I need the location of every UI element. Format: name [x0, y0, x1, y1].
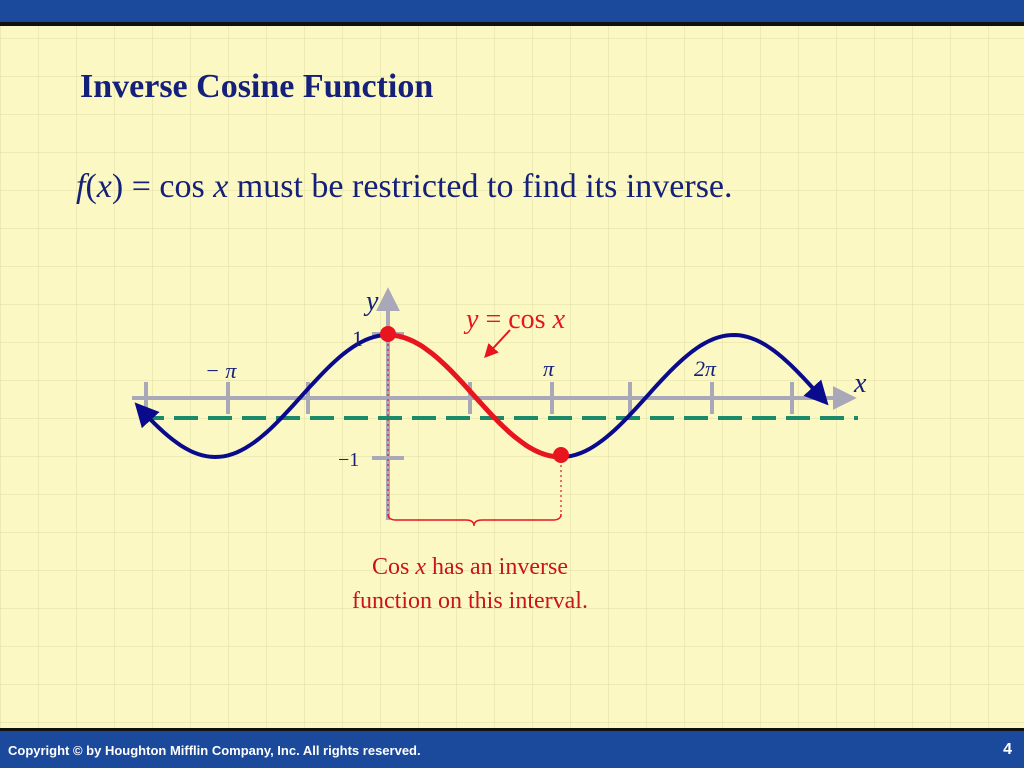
curve-label-x: x [552, 304, 566, 335]
tick-label-pi: π [543, 356, 555, 381]
subtitle-eq: ) = cos [111, 168, 214, 205]
interval-note: Cos x has an inverse function on this in… [300, 550, 640, 618]
page-number: 4 [1003, 741, 1012, 758]
y-axis-label: y [363, 286, 379, 317]
interval-brace [387, 513, 562, 527]
curve-label-eq: = cos [478, 304, 552, 335]
note-x: x [415, 554, 427, 580]
tick-label-neg-pi: − π [205, 358, 237, 383]
slide-subtitle: f(x) = cos x must be restricted to find … [76, 168, 733, 205]
note-line-1: Cos x has an inverse [300, 550, 640, 584]
tick-label-2pi: 2π [694, 356, 717, 381]
restricted-segment [387, 332, 561, 460]
note-pre: Cos [372, 554, 416, 580]
subtitle-f: f [76, 168, 86, 205]
curve-label-y: y [463, 304, 479, 335]
note-line-2: function on this interval. [352, 588, 588, 614]
curve-label: y = cos x [463, 304, 566, 335]
slide-title: Inverse Cosine Function [80, 68, 434, 105]
copyright-text: Copyright © by Houghton Mifflin Company,… [8, 743, 421, 758]
x-axis-label: x [853, 368, 867, 399]
note-post: has an inverse [426, 554, 568, 580]
subtitle-x: x [96, 168, 112, 205]
tick-label-neg1: −1 [338, 449, 359, 471]
bottom-bar: Copyright © by Houghton Mifflin Company,… [0, 728, 1024, 768]
subtitle-x2: x [213, 168, 229, 205]
top-bar [0, 0, 1024, 26]
subtitle-rest: must be restricted to find its inverse. [228, 168, 733, 205]
curve-label-pointer [484, 329, 511, 359]
tick-label-1: 1 [352, 326, 363, 351]
